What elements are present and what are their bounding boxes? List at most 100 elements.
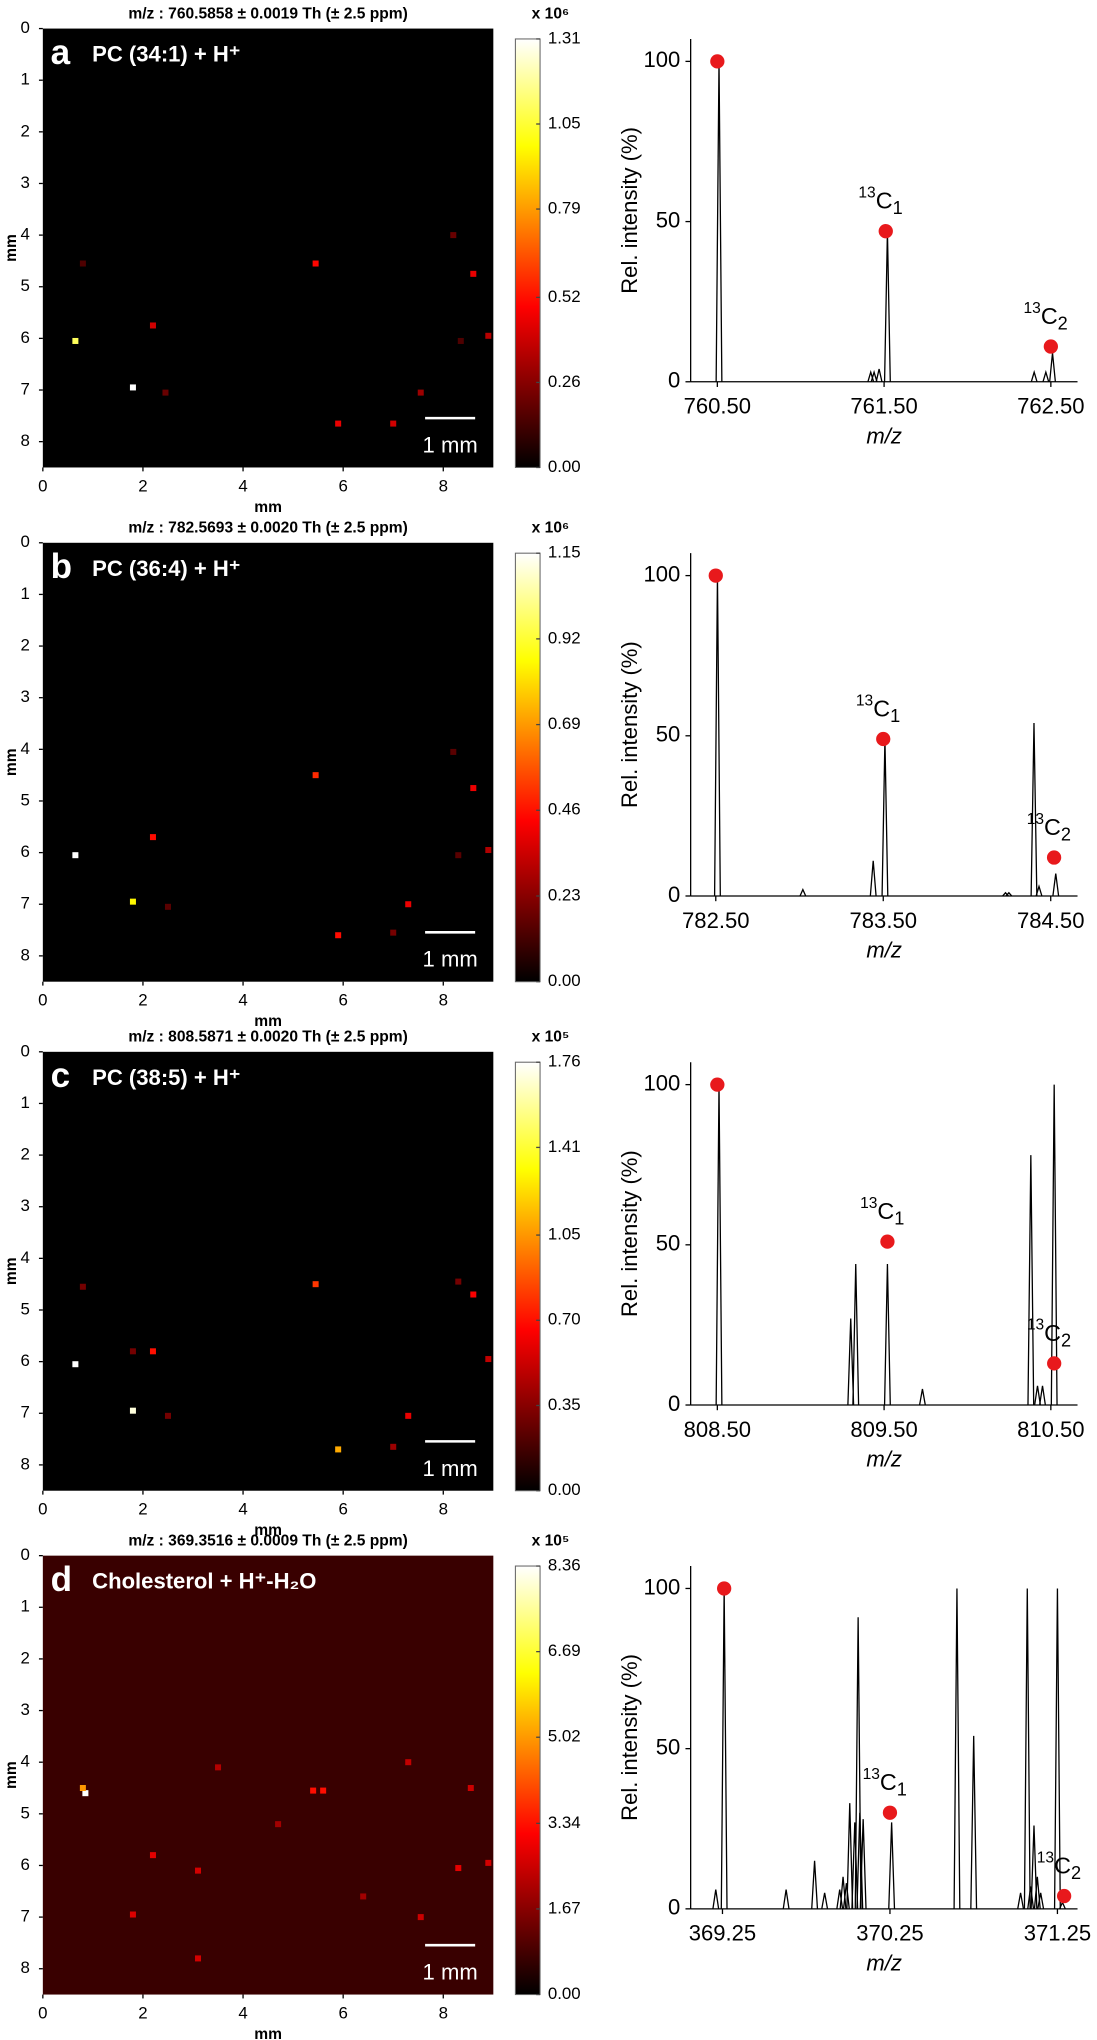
peak [1053, 1588, 1061, 1909]
x-tick-label: 4 [238, 1500, 247, 1519]
isotope-label: 13C1 [856, 692, 900, 725]
peak [1027, 1155, 1035, 1406]
peak [1035, 884, 1043, 897]
peak [847, 1318, 855, 1406]
isotope-label-count: 1 [897, 1779, 907, 1799]
y-tick-label: 8 [20, 945, 29, 964]
pixel [457, 337, 464, 344]
x-axis-label: m/z [866, 938, 902, 963]
pixel [390, 1443, 397, 1450]
y-tick-label: 50 [656, 207, 681, 232]
y-tick-label: 5 [20, 790, 29, 809]
peak [715, 61, 723, 382]
pixel [335, 932, 342, 939]
colorbar-tick-label: 5.02 [548, 1727, 581, 1746]
peak [851, 1822, 859, 1909]
y-tick-label: 0 [20, 18, 29, 37]
peak [869, 860, 877, 897]
x-tick-label: 783.50 [850, 908, 917, 933]
pixel [470, 785, 477, 792]
pixel [162, 389, 169, 396]
colorbar-label: x 10⁵ [532, 1532, 570, 1549]
y-tick-label: 4 [20, 1752, 29, 1771]
pixel [72, 1361, 79, 1368]
peak [1017, 1892, 1025, 1909]
colorbar-tick-label: 0.26 [548, 372, 581, 391]
y-axis-label: Rel. intensity (%) [617, 1654, 642, 1821]
x-tick-label: 4 [238, 991, 247, 1010]
isotope-label: 13C1 [863, 1766, 907, 1799]
y-tick-label: 0 [20, 1041, 29, 1060]
image-background [42, 1051, 494, 1491]
y-tick-label: 5 [20, 1299, 29, 1318]
y-tick-label: 1 [20, 70, 29, 89]
pixel [320, 1787, 327, 1794]
y-tick-label: 3 [20, 1196, 29, 1215]
peak [715, 1084, 723, 1406]
x-axis-label: mm [254, 2026, 282, 2040]
isotope-label-mass: 13 [1037, 1849, 1054, 1866]
colorbar-tick-label: 1.05 [548, 113, 581, 132]
pixel [312, 260, 319, 267]
peak [821, 1892, 829, 1909]
y-tick-label: 100 [643, 561, 680, 586]
pixel [129, 898, 136, 905]
isotope-point [717, 1581, 732, 1596]
isotope-label-count: 2 [1061, 824, 1071, 844]
peak [842, 1883, 850, 1909]
x-tick-label: 2 [138, 1500, 147, 1519]
x-tick-label: 370.25 [856, 1921, 923, 1946]
isotope-point [1043, 339, 1058, 354]
x-tick-label: 0 [38, 1500, 47, 1519]
isotope-label-element: C [1054, 1853, 1071, 1879]
y-tick-label: 7 [20, 894, 29, 913]
x-tick-label: 8 [439, 991, 448, 1010]
x-axis-label: m/z [866, 1951, 902, 1976]
x-axis-label: mm [254, 1013, 282, 1030]
isotope-label-mass: 13 [856, 692, 873, 709]
pixel [164, 903, 171, 910]
colorbar-tick-label: 1.41 [548, 1137, 581, 1156]
colorbar-tick-label: 3.34 [548, 1813, 581, 1832]
y-axis-label: mm [3, 1761, 20, 1789]
colorbar-tick-label: 1.67 [548, 1898, 581, 1917]
x-tick-label: 369.25 [689, 1921, 756, 1946]
isotope-point [878, 224, 893, 239]
y-tick-label: 100 [643, 1070, 680, 1095]
pixel [129, 384, 136, 391]
peak [1049, 352, 1057, 382]
x-tick-label: 762.50 [1017, 394, 1084, 419]
pixel [129, 1407, 136, 1414]
peak [888, 1822, 896, 1909]
colorbar-tick-label: 0.92 [548, 628, 581, 647]
peak [854, 1617, 862, 1909]
pixel [79, 1785, 86, 1792]
isotope-label: 13C2 [1027, 811, 1071, 844]
colorbar-tick-label: 0.70 [548, 1310, 581, 1329]
peak [881, 738, 889, 897]
pixel [485, 847, 492, 854]
isotope-label: 13C1 [858, 185, 902, 218]
x-tick-label: 2 [138, 991, 147, 1010]
colorbar-tick-label: 1.15 [548, 543, 581, 562]
colorbar-tick-label: 0.00 [548, 971, 581, 990]
peak [1027, 1886, 1035, 1909]
isotope-point [882, 1805, 898, 1820]
pixel [390, 420, 397, 427]
y-tick-label: 2 [20, 121, 29, 140]
y-axis-label: mm [3, 234, 20, 262]
ion-label: PC (36:4) + H⁺ [92, 556, 240, 581]
panel-letter: b [51, 547, 72, 586]
colorbar [514, 38, 541, 468]
pixel [310, 1787, 317, 1794]
isotope-label-count: 1 [893, 198, 903, 218]
x-tick-label: 810.50 [1017, 1417, 1084, 1442]
y-tick-label: 0 [668, 882, 680, 907]
image-background [42, 28, 494, 468]
y-tick-label: 4 [20, 1248, 29, 1267]
isotope-point [708, 568, 723, 583]
isotope-label-mass: 13 [863, 1766, 880, 1783]
y-tick-label: 3 [20, 687, 29, 706]
pixel [390, 929, 397, 936]
